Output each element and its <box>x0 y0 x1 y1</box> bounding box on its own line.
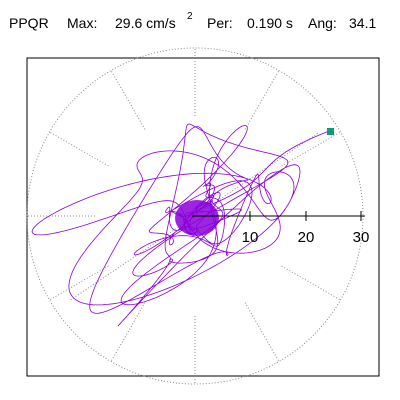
radial-axis: 10 20 30 <box>192 211 369 246</box>
station-code: PPQR <box>9 15 49 31</box>
grid-spoke <box>281 265 341 301</box>
per-label: Per: <box>207 15 233 31</box>
tick-label-20: 20 <box>298 229 315 246</box>
trace-core <box>175 200 219 236</box>
tick-label-10: 10 <box>242 229 259 246</box>
motion-trace <box>31 123 328 327</box>
ang-label: Ang: <box>308 15 337 31</box>
ang-value: 34.1 <box>349 15 377 31</box>
grid-spoke <box>244 302 280 362</box>
per-value: 0.190 s <box>247 15 293 31</box>
max-label: Max: <box>67 15 98 31</box>
max-unit-exponent: 2 <box>187 11 193 22</box>
plot-frame <box>26 57 380 377</box>
grid-spoke <box>49 131 109 167</box>
header-bar: PPQR Max: 29.6 cm/s 2 Per: 0.190 s Ang: … <box>0 0 400 48</box>
tick-label-30: 30 <box>353 229 370 246</box>
grid-spoke <box>110 70 146 130</box>
grid-spoke <box>49 265 109 301</box>
grid-spoke <box>110 302 146 362</box>
grid-spoke <box>244 70 280 130</box>
end-marker <box>327 128 334 135</box>
max-value: 29.6 cm/s <box>115 15 176 31</box>
